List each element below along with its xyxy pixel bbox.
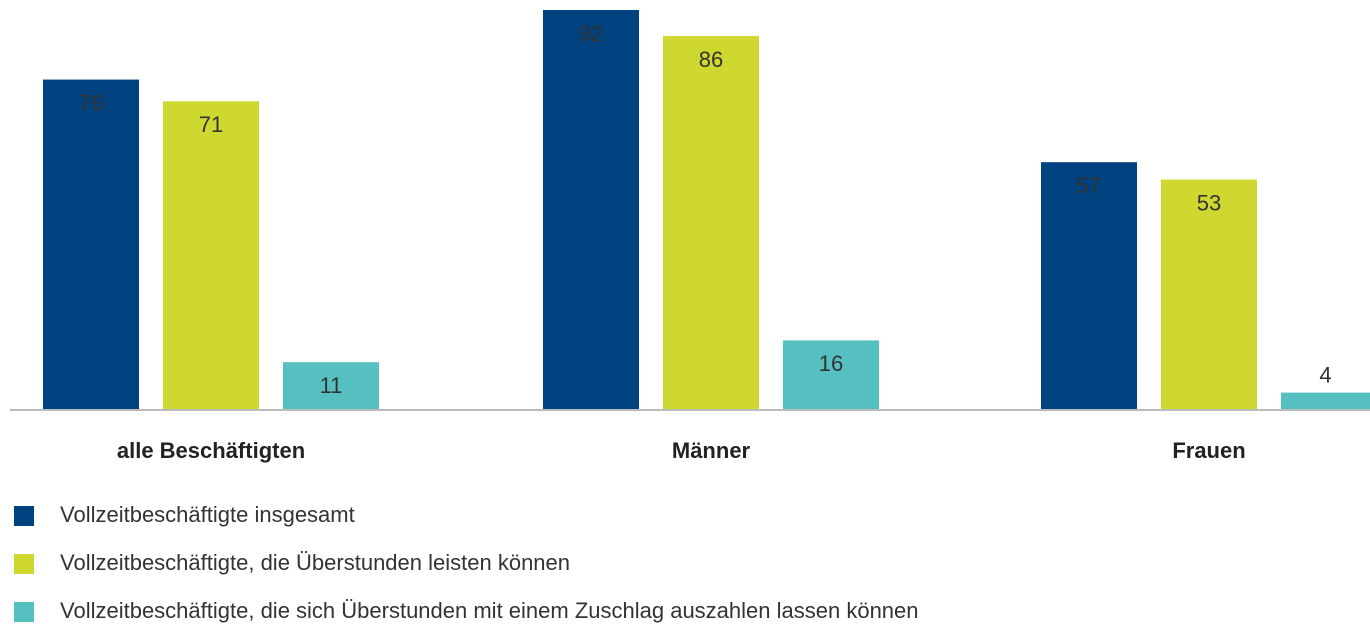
- value-label: 86: [699, 47, 723, 72]
- value-label: 92: [579, 21, 603, 46]
- category-label: Frauen: [1172, 438, 1245, 463]
- legend-swatch: [14, 602, 34, 622]
- value-label: 4: [1319, 362, 1331, 387]
- value-label: 71: [199, 112, 223, 137]
- legend-label: Vollzeitbeschäftigte, die sich Überstund…: [60, 598, 919, 623]
- value-label: 16: [819, 351, 843, 376]
- value-label: 53: [1197, 190, 1221, 215]
- bar: [163, 101, 259, 410]
- legend-label: Vollzeitbeschäftigte, die Überstunden le…: [60, 550, 570, 575]
- value-label: 11: [320, 373, 343, 398]
- bar: [783, 340, 879, 410]
- legend-swatch: [14, 554, 34, 574]
- bar: [283, 362, 379, 410]
- category-label: alle Beschäftigten: [117, 438, 305, 463]
- value-label: 57: [1077, 173, 1101, 198]
- bar: [43, 79, 139, 410]
- legend-swatch: [14, 506, 34, 526]
- bar: [1161, 179, 1257, 410]
- bar: [663, 36, 759, 411]
- value-label: 76: [79, 90, 103, 115]
- category-label: Männer: [672, 438, 751, 463]
- bar: [543, 10, 639, 410]
- legend-label: Vollzeitbeschäftigte insgesamt: [60, 502, 355, 527]
- bar: [1281, 392, 1370, 410]
- bar: [1041, 162, 1137, 410]
